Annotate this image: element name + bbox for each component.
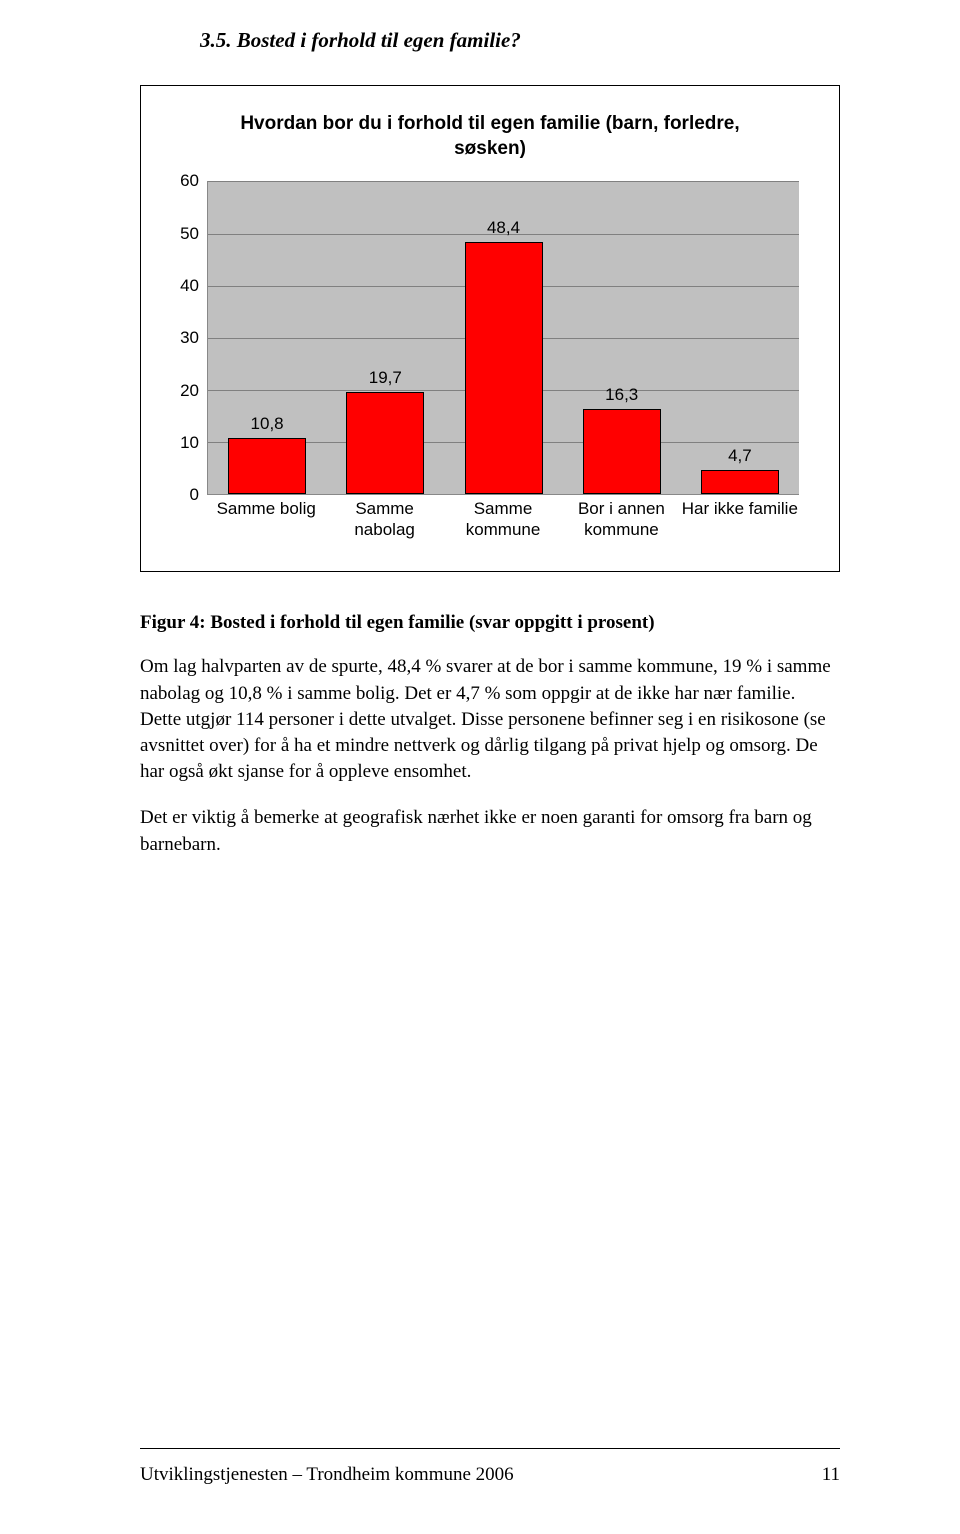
x-axis-labels: Samme boligSamme nabolagSammekommuneBor … bbox=[207, 497, 799, 541]
y-tick-label: 50 bbox=[180, 224, 199, 244]
chart-bar-value: 19,7 bbox=[369, 368, 402, 388]
y-tick-label: 60 bbox=[180, 171, 199, 191]
y-axis-labels: 0102030405060 bbox=[171, 181, 203, 495]
chart-bar bbox=[346, 392, 424, 495]
chart-title-line2: søsken) bbox=[454, 138, 526, 159]
chart-title: Hvordan bor du i forhold til egen famili… bbox=[171, 112, 809, 161]
y-tick-label: 0 bbox=[190, 485, 199, 505]
chart-bar-value: 4,7 bbox=[728, 446, 752, 466]
body-paragraph-2: Det er viktig å bemerke at geografisk næ… bbox=[140, 805, 840, 857]
body-paragraph-1: Om lag halvparten av de spurte, 48,4 % s… bbox=[140, 654, 840, 785]
x-tick-label: Sammekommune bbox=[444, 497, 562, 541]
chart-area: 0102030405060 10,819,748,416,34,7 Samme … bbox=[171, 181, 809, 541]
chart-bar-value: 48,4 bbox=[487, 218, 520, 238]
chart-bar-slot: 10,8 bbox=[208, 181, 326, 494]
section-heading: 3.5. Bosted i forhold til egen familie? bbox=[200, 28, 840, 53]
chart-container: Hvordan bor du i forhold til egen famili… bbox=[140, 85, 840, 572]
chart-bar bbox=[701, 470, 779, 495]
chart-bars: 10,8 19,7 48,4 16,3 4,7 bbox=[208, 181, 799, 494]
chart-title-line1: Hvordan bor du i forhold til egen famili… bbox=[240, 113, 739, 134]
page: 3.5. Bosted i forhold til egen familie? … bbox=[0, 0, 960, 1534]
chart-bar-slot: 16,3 bbox=[563, 181, 681, 494]
chart-bar-slot: 19,7 bbox=[326, 181, 444, 494]
chart-plot: 10,8 19,7 48,4 16,3 4,7 bbox=[207, 181, 799, 495]
y-tick-label: 20 bbox=[180, 381, 199, 401]
chart-bar bbox=[465, 242, 543, 494]
chart-bar-value: 16,3 bbox=[605, 385, 638, 405]
chart-bar-value: 10,8 bbox=[251, 414, 284, 434]
chart-bar-slot: 4,7 bbox=[681, 181, 799, 494]
footer-rule bbox=[140, 1448, 840, 1449]
x-tick-label: Har ikke familie bbox=[681, 497, 799, 541]
chart-bar bbox=[228, 438, 306, 494]
chart-bar bbox=[583, 409, 661, 494]
footer-page-number: 11 bbox=[822, 1464, 840, 1486]
y-tick-label: 40 bbox=[180, 276, 199, 296]
page-footer: Utviklingstjenesten – Trondheim kommune … bbox=[140, 1448, 840, 1486]
figure-caption: Figur 4: Bosted i forhold til egen famil… bbox=[140, 612, 840, 634]
x-tick-label: Bor i annenkommune bbox=[562, 497, 680, 541]
x-tick-label: Samme nabolag bbox=[325, 497, 443, 541]
footer-text: Utviklingstjenesten – Trondheim kommune … bbox=[140, 1464, 514, 1486]
y-tick-label: 10 bbox=[180, 433, 199, 453]
y-tick-label: 30 bbox=[180, 328, 199, 348]
chart-bar-slot: 48,4 bbox=[444, 181, 562, 494]
x-tick-label: Samme bolig bbox=[207, 497, 325, 541]
